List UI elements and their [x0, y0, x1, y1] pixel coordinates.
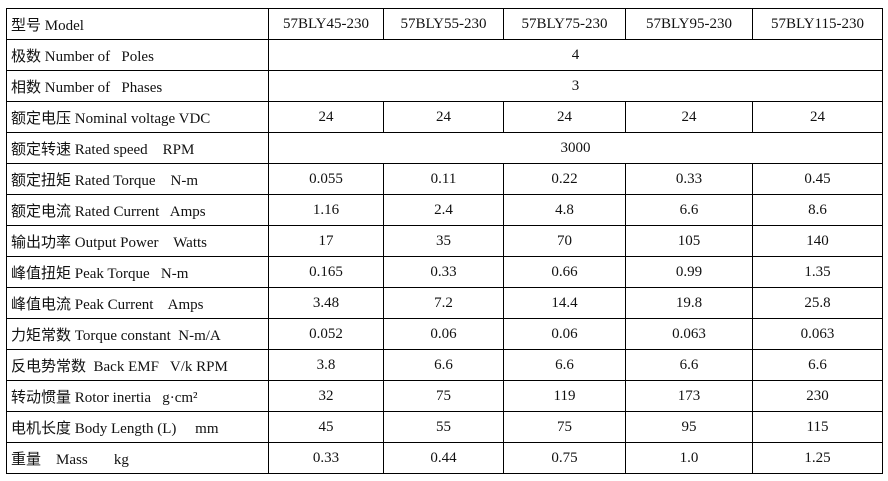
- cell: 0.11: [383, 163, 504, 195]
- cell: 3: [268, 70, 883, 102]
- cell: 1.35: [752, 256, 883, 288]
- cell: 0.063: [752, 318, 883, 350]
- row-label: 力矩常数 Torque constant N-m/A: [6, 318, 269, 350]
- row-label: 额定电流 Rated Current Amps: [6, 194, 269, 226]
- table-row: 相数 Number of Phases 3: [6, 70, 883, 102]
- cell: 6.6: [752, 349, 883, 381]
- cell: 1.16: [268, 194, 384, 226]
- table-row: 峰值电流 Peak Current Amps 3.48 7.2 14.4 19.8 25.…: [6, 287, 883, 319]
- table-row: 力矩常数 Torque constant N-m/A 0.052 0.06 0.06 0…: [6, 318, 883, 350]
- cell: 8.6: [752, 194, 883, 226]
- row-label: 转动惯量 Rotor inertia g·cm²: [6, 380, 269, 412]
- cell: 7.2: [383, 287, 504, 319]
- cell: 6.6: [625, 349, 753, 381]
- cell: 45: [268, 411, 384, 443]
- table-row: 反电势常数 Back EMF V/k RPM 3.8 6.6 6.6 6.6 6.6: [6, 349, 883, 381]
- cell: 105: [625, 225, 753, 257]
- cell: 24: [503, 101, 626, 133]
- table-row: 额定扭矩 Rated Torque N-m 0.055 0.11 0.22 0.33 0.…: [6, 163, 883, 195]
- cell: 4.8: [503, 194, 626, 226]
- cell: 0.06: [383, 318, 504, 350]
- cell: 70: [503, 225, 626, 257]
- cell: 0.75: [503, 442, 626, 474]
- cell: 173: [625, 380, 753, 412]
- cell: 75: [503, 411, 626, 443]
- cell: 0.66: [503, 256, 626, 288]
- table-row: 额定转速 Rated speed RPM 3000: [6, 132, 883, 164]
- cell: 0.33: [625, 163, 753, 195]
- row-label: 额定扭矩 Rated Torque N-m: [6, 163, 269, 195]
- row-label: 电机长度 Body Length (L) mm: [6, 411, 269, 443]
- table-row: 输出功率 Output Power Watts 17 35 70 105 140: [6, 225, 883, 257]
- cell: 0.44: [383, 442, 504, 474]
- cell: 24: [752, 101, 883, 133]
- row-label: 型号 Model: [6, 8, 269, 40]
- cell: 2.4: [383, 194, 504, 226]
- cell: 0.33: [268, 442, 384, 474]
- cell: 57BLY45-230: [268, 8, 384, 40]
- cell: 0.063: [625, 318, 753, 350]
- cell: 55: [383, 411, 504, 443]
- row-label: 峰值电流 Peak Current Amps: [6, 287, 269, 319]
- cell: 17: [268, 225, 384, 257]
- cell: 75: [383, 380, 504, 412]
- cell: 95: [625, 411, 753, 443]
- cell: 0.22: [503, 163, 626, 195]
- table-row: 额定电流 Rated Current Amps 1.16 2.4 4.8 6.6 8.6: [6, 194, 883, 226]
- cell: 57BLY115-230: [752, 8, 883, 40]
- row-label: 极数 Number of Poles: [6, 39, 269, 71]
- cell: 0.052: [268, 318, 384, 350]
- cell: 35: [383, 225, 504, 257]
- cell: 0.33: [383, 256, 504, 288]
- row-label: 输出功率 Output Power Watts: [6, 225, 269, 257]
- cell: 119: [503, 380, 626, 412]
- cell: 0.06: [503, 318, 626, 350]
- cell: 57BLY95-230: [625, 8, 753, 40]
- cell: 6.6: [503, 349, 626, 381]
- table-row: 峰值扭矩 Peak Torque N-m 0.165 0.33 0.66 0.99 1.3…: [6, 256, 883, 288]
- cell: 140: [752, 225, 883, 257]
- row-label: 反电势常数 Back EMF V/k RPM: [6, 349, 269, 381]
- cell: 25.8: [752, 287, 883, 319]
- cell: 3.8: [268, 349, 384, 381]
- cell: 19.8: [625, 287, 753, 319]
- cell: 6.6: [383, 349, 504, 381]
- table-row: 额定电压 Nominal voltage VDC 24 24 24 24 24: [6, 101, 883, 133]
- cell: 0.055: [268, 163, 384, 195]
- cell: 24: [625, 101, 753, 133]
- cell: 0.45: [752, 163, 883, 195]
- cell: 3.48: [268, 287, 384, 319]
- row-label: 额定电压 Nominal voltage VDC: [6, 101, 269, 133]
- spec-table: 型号 Model 57BLY45-230 57BLY55-230 57BLY75-23…: [6, 8, 883, 474]
- table-row: 电机长度 Body Length (L) mm 45 55 75 95 115: [6, 411, 883, 443]
- row-label: 峰值扭矩 Peak Torque N-m: [6, 256, 269, 288]
- table-body: 型号 Model 57BLY45-230 57BLY55-230 57BLY75-23…: [6, 8, 883, 474]
- cell: 4: [268, 39, 883, 71]
- table-row: 极数 Number of Poles 4: [6, 39, 883, 71]
- table-row: 型号 Model 57BLY45-230 57BLY55-230 57BLY75-23…: [6, 8, 883, 40]
- cell: 24: [383, 101, 504, 133]
- cell: 57BLY75-230: [503, 8, 626, 40]
- cell: 14.4: [503, 287, 626, 319]
- cell: 0.165: [268, 256, 384, 288]
- cell: 1.0: [625, 442, 753, 474]
- row-label: 额定转速 Rated speed RPM: [6, 132, 269, 164]
- table-row: 重量 Mass kg 0.33 0.44 0.75 1.0 1.25: [6, 442, 883, 474]
- table-row: 转动惯量 Rotor inertia g·cm² 32 75 119 173 230: [6, 380, 883, 412]
- cell: 1.25: [752, 442, 883, 474]
- row-label: 重量 Mass kg: [6, 442, 269, 474]
- cell: 57BLY55-230: [383, 8, 504, 40]
- cell: 0.99: [625, 256, 753, 288]
- row-label: 相数 Number of Phases: [6, 70, 269, 102]
- cell: 3000: [268, 132, 883, 164]
- cell: 115: [752, 411, 883, 443]
- cell: 24: [268, 101, 384, 133]
- cell: 230: [752, 380, 883, 412]
- cell: 32: [268, 380, 384, 412]
- cell: 6.6: [625, 194, 753, 226]
